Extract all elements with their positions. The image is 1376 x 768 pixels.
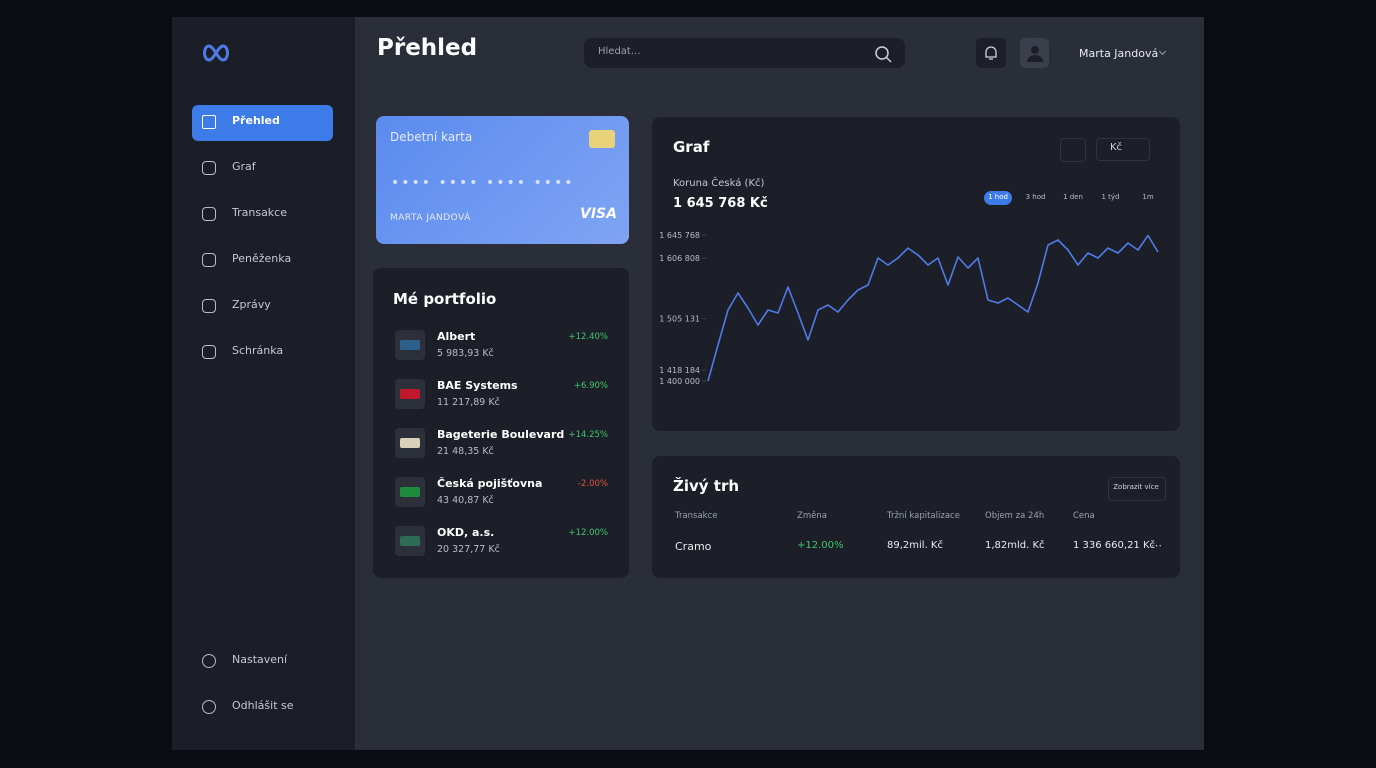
column-header: Změna [797, 511, 827, 521]
search-icon [875, 46, 892, 63]
stock-logo-mark [400, 438, 420, 448]
stock-logo-mark [400, 389, 420, 399]
stock-value: 5 983,93 Kč [437, 348, 494, 359]
more-button[interactable] [1108, 477, 1166, 501]
more-label[interactable]: Zobrazit více [1113, 483, 1159, 491]
column-header: Transakce [675, 511, 718, 521]
market-name[interactable]: Cramo [675, 540, 712, 553]
range-button[interactable]: 1 týd [1101, 193, 1120, 201]
stock-name[interactable]: OKD, a.s. [437, 526, 495, 539]
stock-logo-mark [400, 340, 420, 350]
range-button[interactable]: 1m [1142, 193, 1154, 201]
stock-change: -2.00% [577, 479, 608, 489]
range-active-bg [984, 191, 1012, 205]
currency-select[interactable]: Kč [1110, 142, 1123, 153]
stock-name[interactable]: BAE Systems [437, 379, 518, 392]
nav-icon [202, 299, 216, 313]
currency-dropdown[interactable] [1096, 138, 1150, 161]
market-panel [652, 456, 1180, 578]
logo [203, 44, 229, 62]
currency-name[interactable]: Koruna Česká (Kč) [673, 178, 765, 189]
market-cell: 89,2mil. Kč [887, 540, 943, 551]
stock-name[interactable]: Bageterie Boulevard [437, 428, 565, 441]
total-value: 1 645 768 Kč [673, 196, 768, 211]
nav-item[interactable]: Odhlášit se [232, 699, 294, 712]
graph-panel [652, 117, 1180, 431]
debit-card[interactable] [376, 116, 629, 244]
range-button[interactable]: 1 den [1063, 193, 1083, 201]
card-brand: VISA [580, 206, 617, 222]
notification-button[interactable] [976, 38, 1006, 68]
search-box[interactable] [584, 38, 905, 68]
nav-icon [202, 345, 216, 359]
range-button[interactable]: 1 hod [988, 193, 1008, 201]
stock-name[interactable]: Česká pojišťovna [437, 477, 543, 490]
nav-item[interactable]: Nastavení [232, 653, 288, 666]
stock-logo-mark [400, 536, 420, 546]
market-title: Živý trh [673, 477, 740, 495]
avatar-icon [1027, 46, 1043, 62]
nav-item[interactable]: Peněženka [232, 252, 292, 265]
user-name[interactable]: Marta Jandová [1079, 47, 1159, 60]
stock-value: 11 217,89 Kč [437, 397, 500, 408]
stock-value: 21 48,35 Kč [437, 446, 494, 457]
graph-title: Graf [673, 138, 710, 156]
search-placeholder: Hledat... [598, 46, 641, 57]
nav-icon [202, 207, 216, 221]
column-header: Cena [1073, 511, 1095, 521]
nav-item[interactable]: Zprávy [232, 298, 271, 311]
stock-change: +12.40% [568, 332, 608, 342]
stock-logo-mark [400, 487, 420, 497]
market-cell: 1 336 660,21 Kč [1073, 540, 1156, 551]
card-title: Debetní karta [390, 130, 473, 144]
nav-icon [202, 253, 216, 267]
page-title: Přehled [377, 35, 478, 61]
nav-icon [202, 700, 216, 714]
row-menu: ⋯ [1151, 539, 1162, 552]
filter-button[interactable] [1060, 138, 1086, 162]
bell-icon [985, 46, 997, 60]
card-chip [589, 130, 615, 148]
nav-icon [202, 115, 216, 129]
stock-value: 43 40,87 Kč [437, 495, 494, 506]
column-header: Tržní kapitalizace [887, 511, 960, 521]
nav-icon [202, 161, 216, 175]
stock-change: +14.25% [568, 430, 608, 440]
range-button[interactable]: 3 hod [1025, 193, 1046, 201]
card-holder: MARTA JANDOVÁ [390, 213, 471, 223]
portfolio-title: Mé portfolio [393, 290, 497, 308]
nav-icon [202, 654, 216, 668]
market-cell: 1,82mld. Kč [985, 540, 1045, 551]
column-header: Objem za 24h [985, 511, 1045, 521]
nav-item[interactable]: Graf [232, 160, 256, 173]
stock-name[interactable]: Albert [437, 330, 476, 343]
nav-item[interactable]: Schránka [232, 344, 284, 357]
nav-item[interactable]: Přehled [232, 114, 280, 127]
stock-value: 20 327,77 Kč [437, 544, 500, 555]
stock-change: +6.90% [573, 381, 608, 391]
market-cell: +12.00% [797, 540, 844, 551]
stock-change: +12.00% [568, 528, 608, 538]
nav-item[interactable]: Transakce [232, 206, 287, 219]
card-number-mask: •••• •••• •••• •••• [391, 175, 575, 191]
